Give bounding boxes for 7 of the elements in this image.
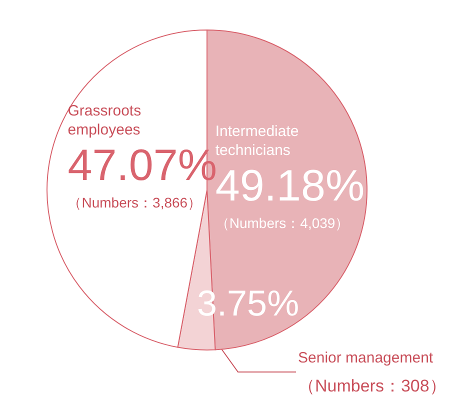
slice-label: Grassroots employees — [68, 102, 142, 138]
text: （Numbers：3,866） — [68, 194, 202, 210]
text: （Numbers：4,039） — [215, 214, 350, 231]
slice-label: Senior management — [298, 350, 434, 366]
slice-label: Intermediate technicians — [215, 122, 299, 159]
text: （Numbers：308） — [298, 376, 446, 396]
data-label: 49.18% — [215, 161, 365, 210]
